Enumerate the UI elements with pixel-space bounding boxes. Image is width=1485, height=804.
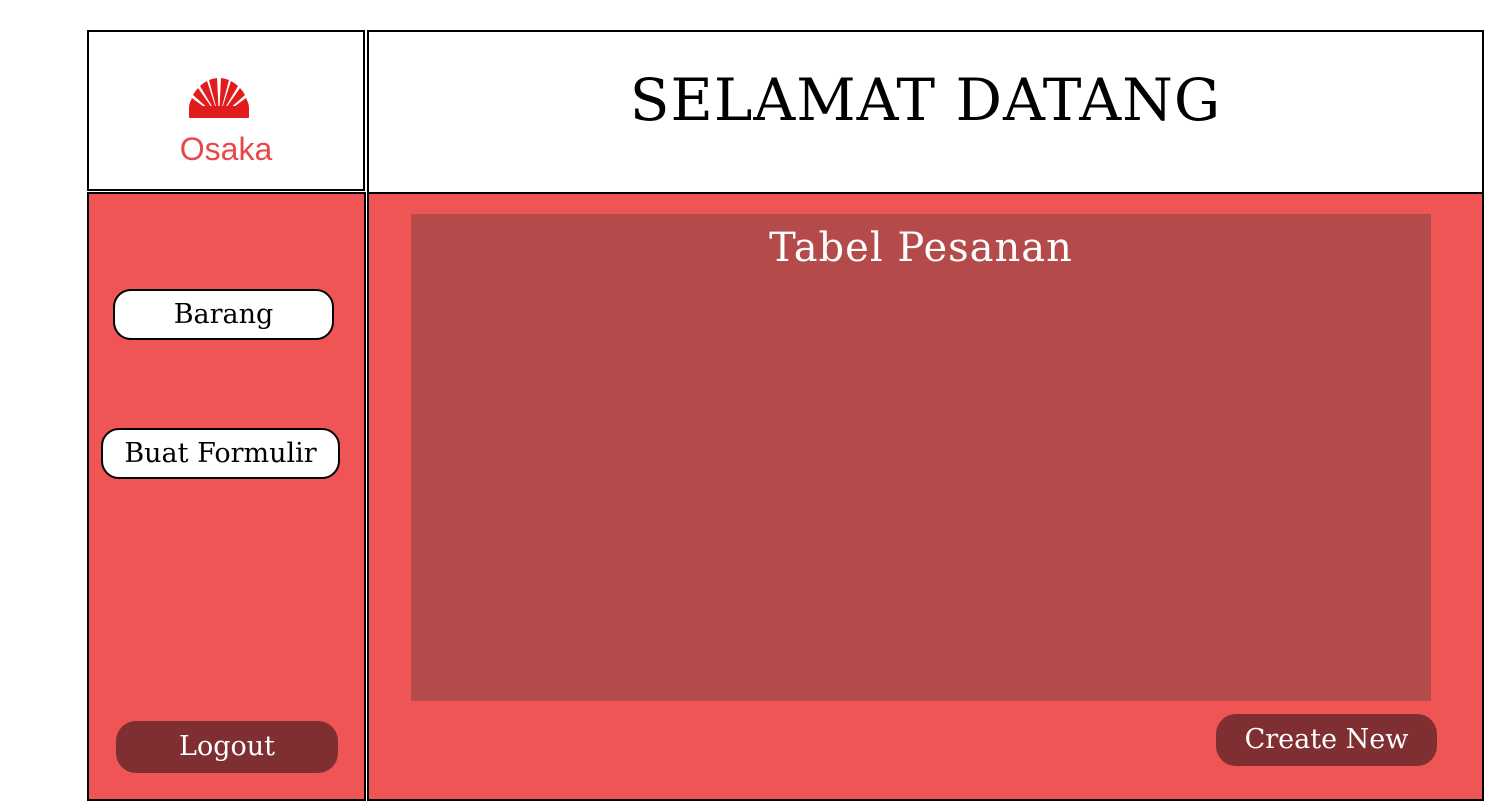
sidebar-item-barang[interactable]: Barang <box>113 289 334 340</box>
order-table-panel: Tabel Pesanan <box>411 214 1431 701</box>
sidebar <box>87 192 366 801</box>
logo-box: Osaka <box>87 30 365 191</box>
page-title: SELAMAT DATANG <box>629 66 1222 134</box>
table-title: Tabel Pesanan <box>769 225 1073 271</box>
header: SELAMAT DATANG <box>367 30 1484 194</box>
logo-text: Osaka <box>179 131 273 167</box>
create-new-button[interactable]: Create New <box>1216 714 1437 766</box>
fan-icon <box>189 78 249 118</box>
logout-button[interactable]: Logout <box>116 721 338 773</box>
sidebar-item-buat-formulir[interactable]: Buat Formulir <box>101 428 340 479</box>
